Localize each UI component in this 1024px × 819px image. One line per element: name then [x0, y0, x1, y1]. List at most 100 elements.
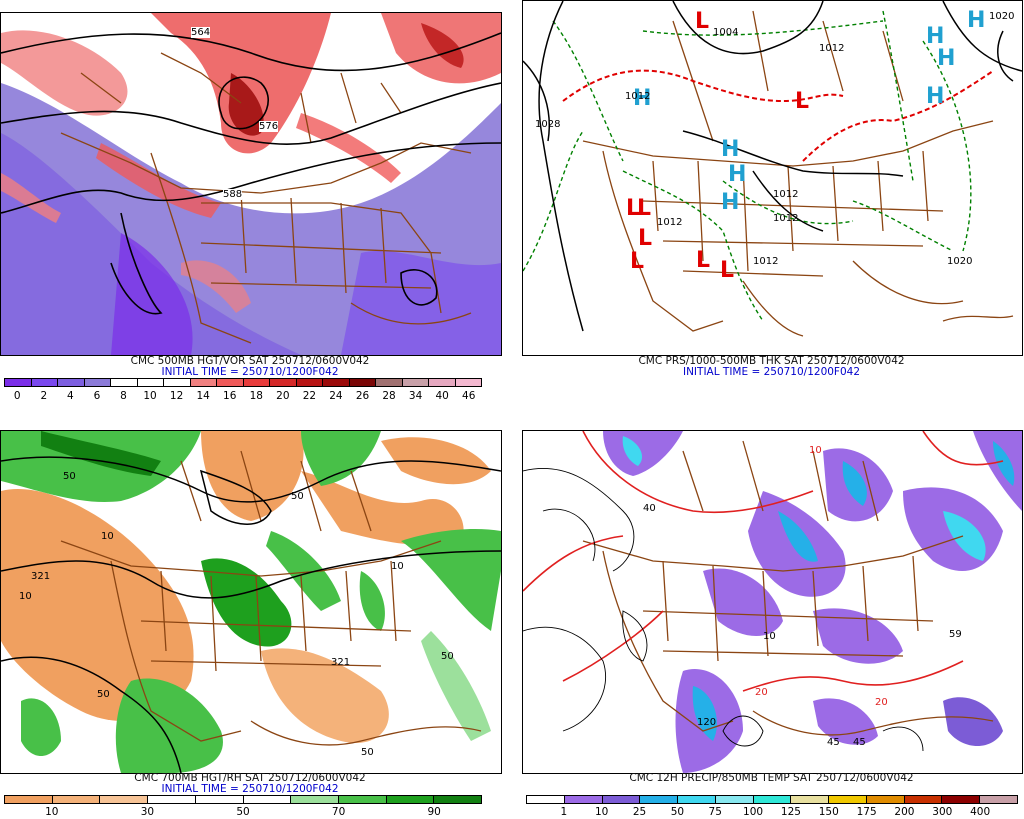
pressure-label: 1012 [773, 213, 799, 224]
panel-init-time: INITIAL TIME = 250710/1200F042 [682, 366, 861, 378]
colorbar-swatch [136, 379, 163, 386]
svg-text:L: L [637, 196, 651, 221]
colorbar-swatch [5, 796, 52, 803]
colorbar-ticks: 0 2 4 6 8 10 12 14 16 18 20 22 24 26 28 34 40 46 [4, 390, 482, 402]
contour-label: 564 [191, 27, 211, 38]
colorbar-tick-label: 14 [196, 390, 210, 402]
contour-label: 10 [101, 531, 114, 542]
svg-text:H: H [721, 190, 739, 215]
colorbar-swatch [941, 796, 980, 803]
colorbar-swatch [790, 796, 829, 803]
colorbar-swatch [433, 796, 482, 803]
pressure-label: 1012 [773, 189, 799, 200]
colorbar-swatch [189, 379, 216, 386]
colorbar-swatch [385, 796, 434, 803]
colorbar-tick-label: 10 [45, 806, 59, 818]
svg-text:L: L [630, 249, 644, 274]
svg-text:H: H [633, 86, 651, 111]
pressure-label: 1004 [713, 27, 739, 38]
colorbar-swatch [677, 796, 715, 803]
panel-700mb-rh: 50 10 321 50 10 50 321 50 10 50 CMC 700M… [0, 410, 512, 819]
svg-text:L: L [720, 258, 734, 283]
contour-label: 50 [441, 651, 454, 662]
colorbar-tick-label: 25 [632, 806, 647, 818]
map-700mb-rh[interactable]: 50 10 321 50 10 50 321 50 10 50 [0, 430, 502, 774]
panel-title: CMC 700MB HGT/RH SAT 250712/0600V042 [134, 772, 366, 784]
colorbar-tick-label: 10 [143, 390, 157, 402]
map-pressure-thickness[interactable]: L L L L L L L L H H H H H H H H 1004 101… [522, 0, 1023, 356]
colorbar-swatch [110, 379, 137, 386]
colorbar-tick-label: 300 [932, 806, 953, 818]
colorbar-swatch [865, 796, 904, 803]
contour-label: 40 [643, 503, 656, 514]
panel-500mb-vorticity: 564 576 588 CMC 500MB HGT/VOR SAT 250712… [0, 0, 512, 410]
contour-label: 120 [697, 717, 717, 728]
colorbar-tick-label: 4 [67, 390, 74, 402]
colorbar-swatch [527, 796, 564, 803]
svg-text:H: H [967, 8, 985, 33]
panel-title: CMC 500MB HGT/VOR SAT 250712/0600V042 [130, 355, 370, 367]
svg-text:L: L [626, 196, 640, 221]
colorbar-tick-label: 12 [169, 390, 184, 402]
pressure-label: 1012 [753, 256, 779, 267]
colorbar-tick-label: 150 [818, 806, 839, 818]
contour-label: 50 [63, 471, 76, 482]
colorbar-tick-label: 8 [120, 390, 127, 402]
svg-text:H: H [926, 84, 944, 109]
colorbar-tick-label: 34 [408, 390, 423, 402]
contour-label: 20 [875, 697, 888, 708]
pressure-label: 1020 [947, 256, 973, 267]
contour-label: 45 [853, 737, 866, 748]
colorbar-tick-label: 40 [435, 390, 449, 402]
panel-title: CMC 12H PRECIP/850MB TEMP SAT 250712/060… [629, 772, 914, 784]
colorbar-swatch [563, 796, 602, 803]
colorbar-tick-label: 125 [780, 806, 801, 818]
colorbar-tick-label: 10 [595, 806, 609, 818]
colorbar-swatch [295, 379, 322, 386]
contour-label: 10 [763, 631, 776, 642]
colorbar-tick-label: 200 [894, 806, 915, 818]
colorbar-swatch [242, 379, 269, 386]
panel-precip-850temp: 10 20 40 45 120 10 20 45 59 CMC 12H PREC… [522, 410, 1024, 819]
pressure-label: 1012 [657, 217, 683, 228]
colorbar-tick-label: 24 [329, 390, 343, 402]
colorbar-tick-label: 2 [40, 390, 48, 402]
colorbar-swatch [714, 796, 753, 803]
map-500mb-vorticity[interactable]: 564 576 588 [0, 12, 502, 356]
pressure-label: 1012 [819, 43, 845, 54]
colorbar-swatch [639, 796, 678, 803]
svg-text:L: L [795, 89, 809, 114]
colorbar-swatch [903, 796, 942, 803]
colorbar-tick-label: 6 [93, 390, 101, 402]
colorbar-swatch [290, 796, 338, 803]
colorbar-swatch [83, 379, 110, 386]
contour-label: 10 [19, 591, 32, 602]
colorbar-tick-label: 50 [236, 806, 250, 818]
colorbar-tick-label: 18 [249, 390, 263, 402]
contour-label: 50 [361, 747, 374, 758]
colorbar [4, 795, 482, 804]
colorbar-swatch [979, 796, 1017, 803]
colorbar-tick-label: 100 [743, 806, 764, 818]
colorbar-tick-label: 50 [670, 806, 685, 818]
map-precip-850temp[interactable]: 10 20 40 45 120 10 20 45 59 [522, 430, 1023, 774]
pressure-label: 1020 [989, 11, 1015, 22]
colorbar-tick-label: 175 [856, 806, 877, 818]
colorbar-swatch [51, 796, 100, 803]
svg-text:H: H [937, 46, 955, 71]
colorbar-swatch [454, 379, 481, 386]
contour-label: 20 [755, 687, 768, 698]
colorbar-tick-label: 28 [382, 390, 396, 402]
contour-label: 10 [391, 561, 404, 572]
colorbar-tick-label: 75 [708, 806, 722, 818]
pressure-label: 1028 [535, 119, 561, 130]
colorbar-swatch [5, 379, 31, 386]
colorbar-swatch [348, 379, 375, 386]
colorbar-tick-label: 30 [140, 806, 155, 818]
colorbar-swatch [242, 796, 291, 803]
svg-text:H: H [721, 137, 739, 162]
svg-text:L: L [638, 226, 652, 251]
svg-text:H: H [926, 24, 944, 49]
colorbar-swatch [163, 379, 190, 386]
colorbar-tick-label: 1 [560, 806, 568, 818]
